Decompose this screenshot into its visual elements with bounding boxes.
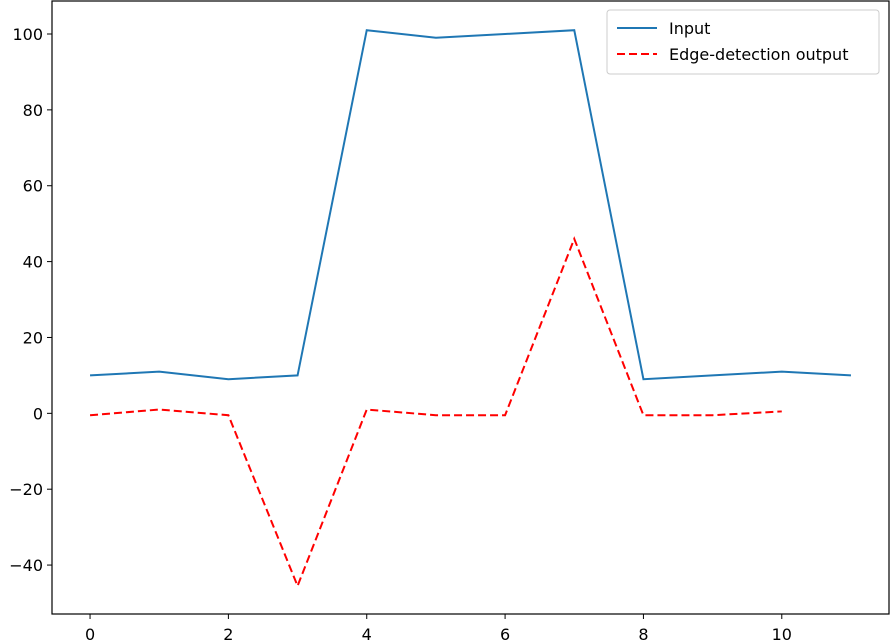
line-series [89, 236, 782, 589]
y-tick-label: 40 [23, 253, 43, 272]
legend-label: Input [669, 19, 710, 38]
x-tick-label: 8 [638, 625, 648, 642]
plot-frame [51, 0, 890, 615]
y-tick-label: −40 [9, 556, 43, 575]
x-tick-label: 6 [500, 625, 510, 642]
legend-label: Edge-detection output [669, 45, 848, 64]
y-tick-label: 80 [23, 101, 43, 120]
y-tick-label: 60 [23, 177, 43, 196]
x-tick-label: 4 [362, 625, 372, 642]
y-tick-label: 20 [23, 328, 43, 347]
legend-box [606, 9, 880, 75]
x-tick-label: 10 [772, 625, 792, 642]
line-series [89, 29, 852, 381]
y-tick-label: 0 [33, 404, 43, 423]
x-tick-label: 2 [223, 625, 233, 642]
x-tick-label: 0 [85, 625, 95, 642]
y-tick-label: 100 [12, 25, 43, 44]
y-tick-label: −20 [9, 480, 43, 499]
